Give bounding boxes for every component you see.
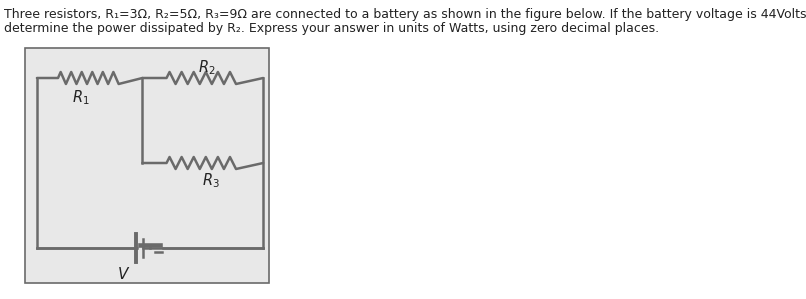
Text: Three resistors, R₁=3Ω, R₂=5Ω, R₃=9Ω are connected to a battery as shown in the : Three resistors, R₁=3Ω, R₂=5Ω, R₃=9Ω are… bbox=[4, 8, 806, 21]
Text: $R_1$: $R_1$ bbox=[73, 88, 90, 107]
Bar bbox=[25, 48, 269, 283]
Text: determine the power dissipated by R₂. Express your answer in units of Watts, usi: determine the power dissipated by R₂. Ex… bbox=[4, 22, 659, 35]
Text: $V$: $V$ bbox=[118, 266, 131, 282]
Text: $R_3$: $R_3$ bbox=[202, 171, 219, 190]
Text: $R_2$: $R_2$ bbox=[197, 58, 215, 77]
